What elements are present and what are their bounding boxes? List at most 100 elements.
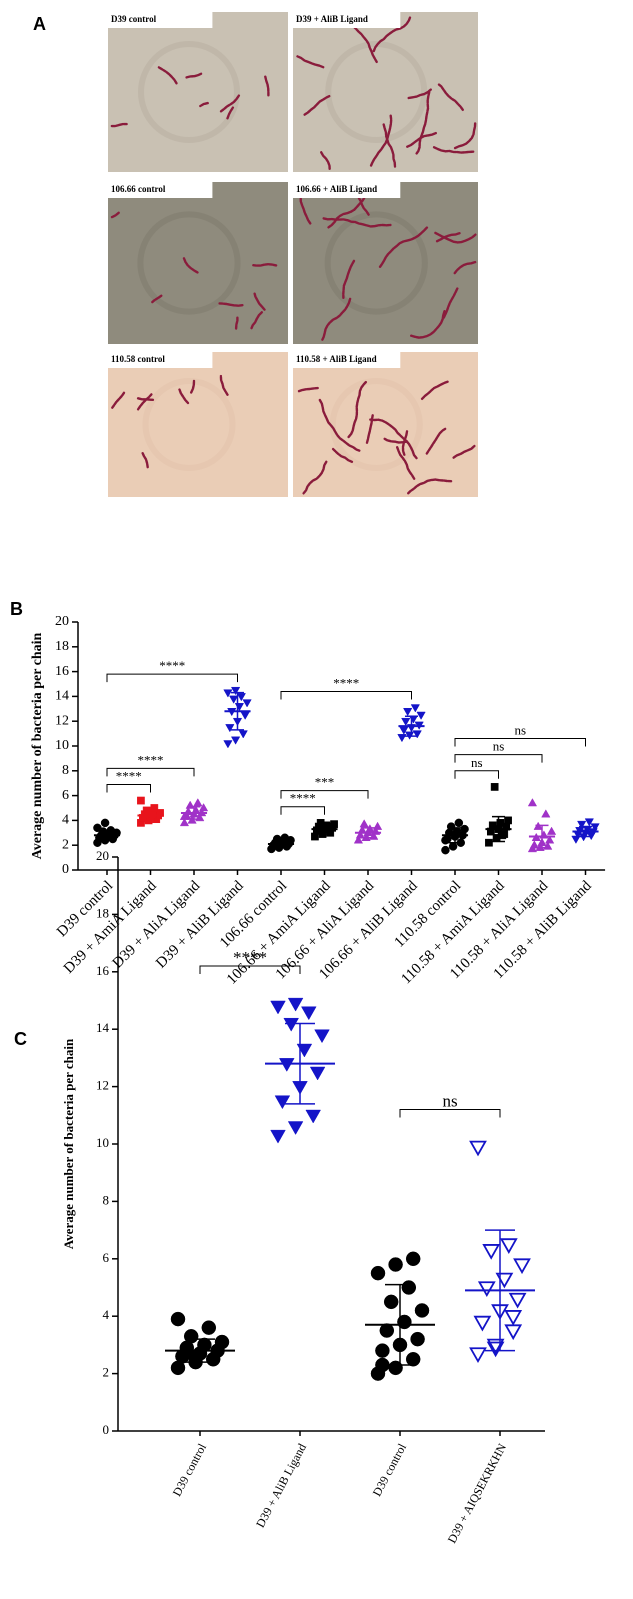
significance-bracket — [280, 806, 325, 815]
bacteria-chain — [425, 427, 448, 455]
data-point — [198, 803, 209, 812]
bacteria-chain — [264, 75, 270, 98]
bacteria-chain — [226, 106, 235, 120]
data-point — [238, 730, 248, 739]
bacteria-chain — [331, 447, 354, 463]
data-point — [370, 1265, 386, 1281]
x-tick-label: D39 control — [170, 1441, 210, 1499]
bacteria-chain — [406, 131, 437, 148]
bacteria-chain — [406, 478, 453, 496]
y-tick-label: 8 — [103, 1192, 110, 1207]
bacteria-chain — [369, 114, 393, 168]
error-bar — [185, 1338, 215, 1363]
data-point — [577, 820, 587, 830]
data-point — [541, 809, 551, 818]
data-point — [287, 997, 304, 1012]
error-bar — [485, 1229, 515, 1352]
significance-label: **** — [290, 791, 316, 806]
micrograph — [108, 12, 288, 172]
bacteria-chain — [420, 380, 450, 400]
bacteria-chain — [434, 231, 477, 244]
data-point — [490, 783, 499, 791]
y-tick-label: 12 — [96, 1078, 109, 1093]
data-point — [504, 816, 512, 825]
significance-label: **** — [159, 658, 185, 673]
micrograph — [108, 182, 288, 344]
micrograph-label-box — [108, 182, 213, 198]
bacteria-chain — [372, 15, 412, 53]
data-point — [283, 1017, 299, 1032]
bacteria-chain — [322, 217, 392, 228]
bacteria-chain — [453, 121, 477, 150]
data-point — [137, 796, 145, 805]
data-point — [287, 1121, 304, 1135]
x-tick-label: D39 + AliB Ligand — [253, 1441, 309, 1530]
bacteria-chain — [320, 151, 331, 171]
panel-label: B — [10, 599, 23, 619]
x-tick-label: D39 control — [370, 1441, 410, 1499]
significance-bracket — [454, 738, 586, 747]
data-point — [498, 831, 507, 840]
y-tick-label: 20 — [55, 614, 69, 629]
bacteria-chain — [199, 101, 209, 108]
data-point — [355, 830, 365, 839]
bacteria-chain — [219, 94, 241, 113]
error-bar — [100, 829, 114, 841]
data-point — [225, 724, 235, 733]
significance-label: ns — [493, 739, 505, 754]
data-point — [359, 819, 369, 828]
panel-label: A — [33, 14, 46, 34]
error-bar — [385, 1283, 415, 1366]
data-point — [100, 818, 110, 828]
data-point — [410, 704, 420, 713]
error-bar — [317, 823, 332, 835]
data-point — [201, 1320, 217, 1335]
y-tick-label: 14 — [55, 689, 69, 704]
error-bar — [285, 1022, 315, 1105]
data-point — [473, 1315, 492, 1332]
bacteria-chain — [178, 388, 190, 405]
bacteria-chain — [410, 310, 446, 339]
bacteria-chain — [303, 94, 332, 116]
bacteria-chain — [251, 262, 278, 267]
data-point — [441, 845, 450, 855]
micrograph — [293, 182, 478, 344]
y-tick-label: 0 — [103, 1422, 110, 1437]
significance-label: ns — [471, 755, 483, 770]
bacteria-chain — [150, 294, 163, 304]
bacteria-chain — [452, 444, 476, 459]
data-point — [270, 1129, 286, 1144]
bacteria-chain — [342, 258, 356, 299]
y-tick-label: 4 — [103, 1307, 110, 1322]
data-point — [272, 834, 282, 844]
data-point — [590, 823, 600, 832]
y-axis-label: Average number of bacteria per chain — [61, 1038, 76, 1249]
data-point — [179, 817, 190, 827]
data-point — [405, 1352, 421, 1367]
bacteria-chain — [136, 397, 156, 402]
data-point — [242, 699, 252, 708]
data-point — [316, 819, 325, 827]
data-point — [410, 1331, 425, 1347]
micrographs: D39 control D39 + AliB Ligand 106.66 contr… — [108, 12, 478, 497]
data-point — [496, 819, 505, 827]
error-bar — [274, 839, 288, 849]
data-point — [197, 1337, 212, 1353]
data-point — [230, 686, 241, 696]
significance-label: ns — [514, 723, 526, 738]
bacteria-chain — [296, 55, 325, 69]
significance-bracket — [106, 767, 195, 777]
y-tick-label: 18 — [55, 639, 69, 654]
bacteria-chain — [110, 211, 120, 219]
bacteria-chain — [347, 380, 368, 439]
data-point — [383, 1294, 399, 1310]
y-tick-label: 16 — [96, 963, 110, 978]
significance-bracket — [106, 783, 151, 793]
micrograph-label-box — [108, 12, 213, 28]
bacteria-chain — [190, 379, 196, 394]
y-tick-label: 14 — [96, 1020, 110, 1035]
significance-bracket — [199, 965, 301, 975]
y-tick-label: 2 — [62, 837, 69, 852]
data-point — [223, 689, 233, 698]
micrograph-label: 110.58 + AliB Ligand — [296, 354, 377, 364]
